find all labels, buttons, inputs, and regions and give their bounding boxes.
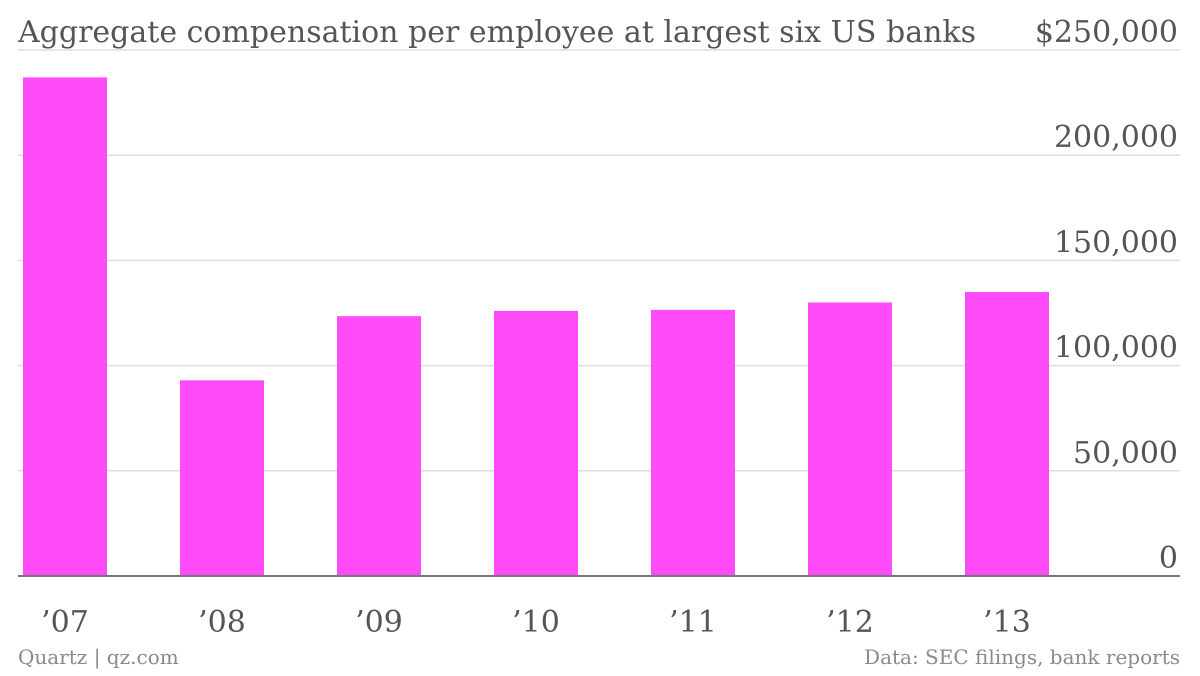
y-tick-label: 200,000 bbox=[1054, 120, 1178, 155]
x-tick-label: ’13 bbox=[983, 605, 1031, 640]
chart-title: Aggregate compensation per employee at l… bbox=[17, 15, 976, 50]
y-tick-labels: 0 50,000 100,000 150,000 200,000 $250,000 bbox=[1035, 15, 1178, 576]
bar bbox=[180, 380, 264, 576]
x-tick-labels: ’07 ’08 ’09 ’10 ’11 ’12 ’13 bbox=[41, 605, 1031, 640]
bar bbox=[965, 291, 1049, 576]
y-tick-label: 100,000 bbox=[1054, 331, 1178, 366]
bar bbox=[808, 302, 892, 576]
footer-credit: Quartz | qz.com bbox=[18, 645, 179, 669]
footer-source: Data: SEC filings, bank reports bbox=[864, 645, 1180, 669]
bar bbox=[23, 77, 107, 577]
y-tick-label: 0 bbox=[1159, 541, 1178, 576]
bar bbox=[337, 316, 421, 576]
x-tick-label: ’07 bbox=[41, 605, 89, 640]
bars bbox=[23, 77, 1049, 577]
x-tick-label: ’08 bbox=[198, 605, 246, 640]
x-tick-label: ’09 bbox=[355, 605, 403, 640]
bar bbox=[651, 309, 735, 576]
y-tick-label: $250,000 bbox=[1035, 15, 1178, 50]
y-tick-label: 50,000 bbox=[1073, 436, 1178, 471]
x-tick-label: ’11 bbox=[669, 605, 717, 640]
x-tick-label: ’12 bbox=[826, 605, 874, 640]
bar bbox=[494, 310, 578, 576]
x-tick-label: ’10 bbox=[512, 605, 560, 640]
y-tick-label: 150,000 bbox=[1054, 225, 1178, 260]
